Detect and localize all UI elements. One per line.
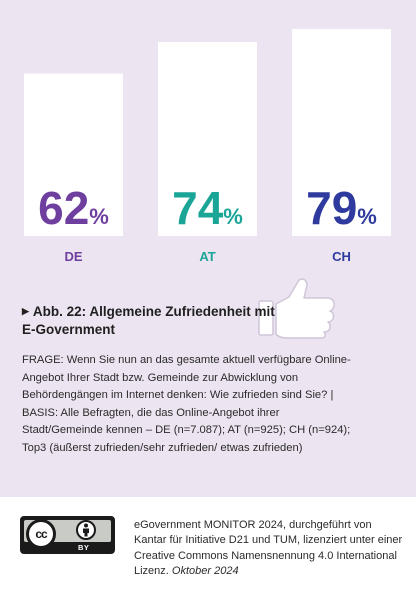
license-text: eGovernment MONITOR 2024, durchgeführt v… bbox=[134, 518, 404, 580]
cc-ring: cc bbox=[26, 519, 56, 549]
triangle-right-icon: ▶ bbox=[22, 306, 29, 316]
question-text: FRAGE: Wenn Sie nun an das gesamte aktue… bbox=[22, 354, 351, 454]
category-label-at: AT bbox=[199, 249, 215, 264]
category-label-ch: CH bbox=[332, 249, 351, 264]
thumbs-up-icon bbox=[258, 278, 335, 339]
data-label-de: 62% bbox=[38, 182, 109, 234]
bar-ch bbox=[292, 29, 391, 236]
bar-chart: 62% DE 74% AT 79% CH bbox=[24, 29, 391, 264]
chart-panel: 62% DE 74% AT 79% CH ▶ Abb. 22: Allgemeine Zuf… bbox=[0, 0, 416, 497]
bar-at bbox=[158, 42, 257, 237]
category-label-de: DE bbox=[64, 249, 82, 264]
license-date: Oktober 2024 bbox=[171, 565, 239, 578]
figure-caption: ▶ Abb. 22: Allgemeine Zufriedenheit mit E… bbox=[22, 302, 282, 339]
by-label: BY bbox=[78, 543, 90, 552]
bar-de bbox=[24, 73, 123, 236]
creative-commons-by-icon: cc BY bbox=[20, 516, 115, 554]
cc-label: cc bbox=[35, 527, 47, 541]
person-icon bbox=[76, 520, 96, 540]
data-label-ch: 79% bbox=[306, 182, 377, 234]
license-body: eGovernment MONITOR 2024, durchgeführt v… bbox=[134, 519, 403, 578]
caption-title: Abb. 22: Allgemeine Zufriedenheit mit E-… bbox=[22, 304, 275, 337]
data-label-at: 74% bbox=[172, 182, 243, 234]
